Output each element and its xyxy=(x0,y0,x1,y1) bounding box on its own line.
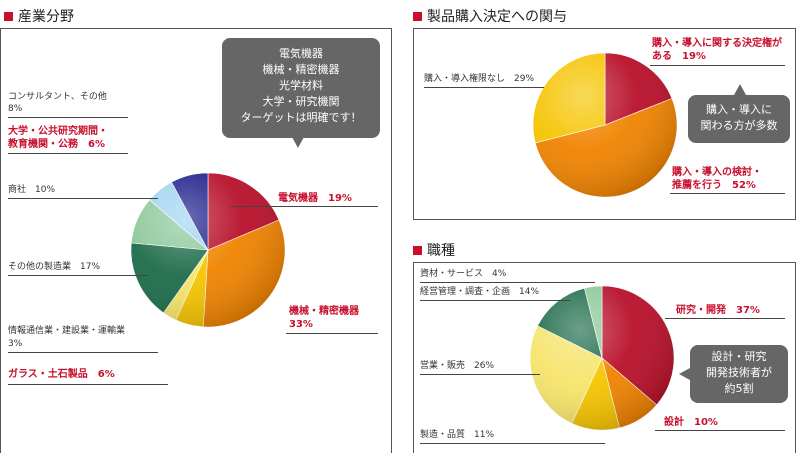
red-square-icon xyxy=(413,11,422,21)
label-kettei-1: 購入・導入に関する決定権が xyxy=(652,38,782,49)
callout-line: 大学・研究機関 xyxy=(262,95,340,108)
callout-line: 約5割 xyxy=(724,382,754,395)
label-shosha: 商社 10% xyxy=(8,185,56,195)
label-kikai-1: 機械・精密機器 xyxy=(289,306,359,317)
label-eigyo: 営業・販売 26% xyxy=(420,361,495,371)
label-daigaku-1: 大学・公共研究期間・ xyxy=(8,126,108,137)
occupation-title: 職種 xyxy=(427,243,455,259)
callout-line: 開発技術者が xyxy=(706,366,772,379)
leader-line xyxy=(230,206,378,207)
label-kikai-2: 33% xyxy=(289,319,313,330)
leader-line xyxy=(420,374,540,375)
occupation-section-title: 職種 xyxy=(413,240,455,260)
label-shizai: 資材・サービス 4% xyxy=(420,269,507,279)
occupation-callout: 設計・研究 開発技術者が 約5割 xyxy=(690,345,788,403)
label-joho-2: 3% xyxy=(8,339,23,349)
leader-line xyxy=(420,300,570,301)
callout-line: 設計・研究 xyxy=(711,350,767,363)
leader-line xyxy=(8,352,158,353)
leader-line xyxy=(8,198,158,199)
label-nashi: 購入・導入権限なし 29% xyxy=(424,74,535,84)
leader-line xyxy=(8,153,128,154)
callout-line: 機械・精密機器 xyxy=(262,63,340,76)
leader-line xyxy=(420,443,605,444)
leader-line xyxy=(8,384,168,385)
label-sonota: その他の製造業 17% xyxy=(8,262,101,272)
leader-line xyxy=(655,430,785,431)
leader-line xyxy=(8,275,148,276)
label-consul-1: コンサルタント、その他 xyxy=(8,92,107,102)
industry-section-title: 産業分野 xyxy=(4,6,74,26)
callout-line: ターゲットは明確です！ xyxy=(240,111,362,124)
red-square-icon xyxy=(4,11,13,21)
leader-line xyxy=(424,87,544,88)
decision-section-title: 製品購入決定への関与 xyxy=(413,6,567,26)
industry-callout: 電気機器 機械・精密機器 光学材料 大学・研究機関 ターゲットは明確です！ xyxy=(222,38,380,138)
label-seizo: 製造・品質 11% xyxy=(420,430,495,440)
label-kento-1: 購入・導入の検討・ xyxy=(672,167,762,178)
label-consul-2: 8% xyxy=(8,104,23,114)
callout-line: 電気機器 xyxy=(279,47,323,60)
label-keiei: 経営管理・調査・企画 14% xyxy=(420,287,540,297)
decision-callout: 購入・導入に 関わる方が多数 xyxy=(688,95,790,143)
pie-shine-1 xyxy=(533,53,677,197)
leader-line xyxy=(670,193,785,194)
label-joho-1: 情報通信業・建設業・運輸業 xyxy=(8,326,126,336)
decision-title: 製品購入決定への関与 xyxy=(427,9,567,25)
pie-shine-0 xyxy=(131,173,285,327)
callout-line: 光学材料 xyxy=(279,79,323,92)
label-denki: 電気機器 19% xyxy=(278,193,352,204)
red-square-icon xyxy=(413,245,422,255)
label-sekkei: 設計 10% xyxy=(664,417,718,428)
leader-line xyxy=(8,117,128,118)
leader-line xyxy=(665,318,785,319)
label-kenkyu: 研究・開発 37% xyxy=(676,305,760,316)
callout-line: 購入・導入に xyxy=(706,103,772,116)
label-kettei-2: ある 19% xyxy=(652,51,706,62)
industry-title: 産業分野 xyxy=(18,9,74,25)
label-daigaku-2: 教育機関・公務 6% xyxy=(8,139,105,150)
pie-shine-2 xyxy=(530,286,674,430)
callout-line: 関わる方が多数 xyxy=(700,119,778,132)
label-kento-2: 推薦を行う 52% xyxy=(672,180,756,191)
leader-line xyxy=(286,333,378,334)
leader-line xyxy=(420,282,595,283)
leader-line xyxy=(650,65,785,66)
label-glass: ガラス・土石製品 6% xyxy=(8,369,115,380)
